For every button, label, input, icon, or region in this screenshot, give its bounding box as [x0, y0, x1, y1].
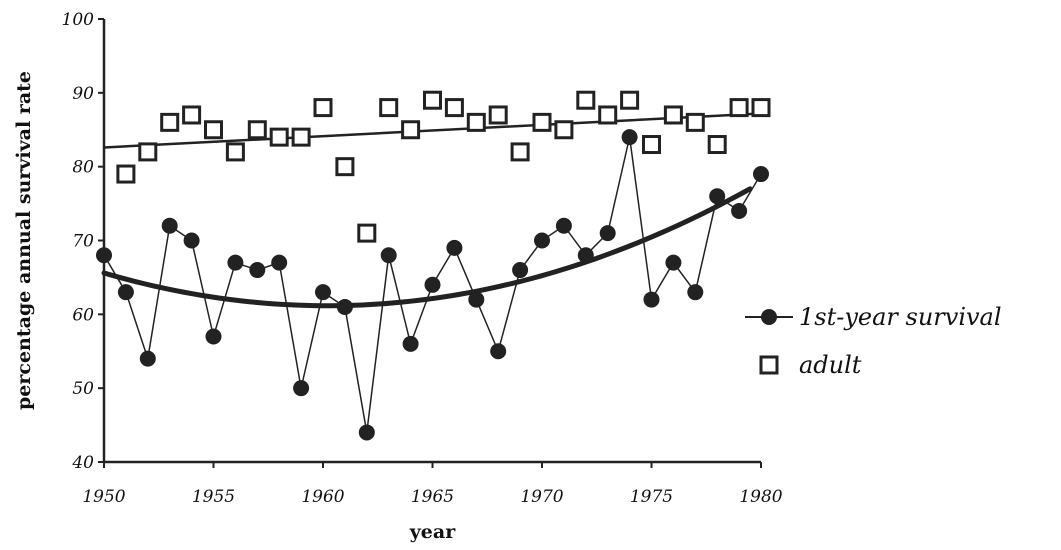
legend-label-adult: adult: [799, 351, 862, 379]
data-point-adult: [576, 90, 596, 110]
y-tick-label: 40: [71, 453, 94, 473]
data-point-adult: [488, 105, 508, 125]
y-axis-title: percentage annual survival rate: [13, 71, 35, 410]
data-point-adult: [532, 112, 552, 132]
data-point-1st-year: [731, 202, 748, 219]
data-point-adult: [335, 157, 355, 177]
data-point-1st-year: [621, 129, 638, 146]
data-point-1st-year: [577, 247, 594, 264]
data-point-1st-year: [183, 232, 200, 249]
data-point-adult: [204, 120, 223, 140]
data-point-1st-year: [446, 239, 463, 256]
data-point-adult: [729, 98, 749, 118]
data-point-1st-year: [424, 276, 441, 293]
data-point-adult: [707, 135, 727, 155]
data-point-1st-year: [687, 284, 704, 301]
data-point-adult: [182, 105, 202, 125]
y-tick-label: 60: [72, 305, 94, 325]
data-point-1st-year: [293, 380, 310, 397]
x-tick-label: 1955: [192, 487, 235, 507]
y-tick-label: 50: [72, 379, 94, 399]
data-point-1st-year: [643, 291, 660, 308]
data-point-1st-year: [512, 262, 529, 279]
data-point-adult: [663, 105, 683, 125]
legend-label-1st-year: 1st-year survival: [799, 303, 1002, 331]
data-point-1st-year: [490, 343, 507, 360]
data-point-1st-year: [709, 188, 726, 205]
data-point-1st-year: [249, 262, 266, 279]
data-point-adult: [554, 120, 574, 140]
data-point-adult: [751, 98, 771, 118]
x-tick-label: 1970: [520, 487, 563, 507]
data-point-1st-year: [534, 232, 550, 249]
data-point-1st-year: [468, 291, 485, 308]
data-point-adult: [466, 112, 486, 132]
data-point-adult: [423, 90, 442, 110]
legend-marker-adult: [759, 355, 779, 375]
data-point-1st-year: [139, 350, 156, 367]
y-tick-label: 80: [72, 158, 94, 178]
data-point-1st-year: [555, 217, 572, 234]
data-point-adult: [116, 164, 136, 184]
data-point-1st-year: [161, 217, 178, 234]
data-point-1st-year: [205, 328, 222, 345]
data-point-adult: [642, 135, 661, 155]
data-point-adult: [510, 142, 530, 162]
data-point-1st-year: [227, 254, 244, 271]
data-point-adult: [620, 90, 640, 110]
data-point-adult: [291, 127, 311, 147]
data-point-1st-year: [380, 247, 397, 264]
data-point-adult: [160, 112, 180, 132]
data-point-adult: [138, 142, 158, 162]
trendline-adult: [103, 112, 762, 149]
data-point-adult: [685, 112, 705, 132]
data-point-1st-year: [665, 254, 682, 271]
data-point-adult: [313, 98, 333, 118]
data-point-adult: [598, 105, 618, 125]
series-0: [96, 129, 769, 441]
series-1: [116, 90, 771, 243]
y-tick-label: 70: [72, 232, 94, 252]
legend: 1st-year survival adult: [745, 303, 1002, 379]
data-point-adult: [269, 127, 289, 147]
y-tick-label: 100: [62, 10, 95, 30]
x-tick-label: 1950: [82, 487, 125, 507]
x-tick-label: 1965: [411, 487, 454, 507]
data-point-1st-year: [402, 335, 419, 352]
legend-marker-1st-year: [761, 309, 777, 325]
data-point-1st-year: [358, 424, 375, 441]
x-tick-label: 1960: [301, 487, 344, 507]
data-point-adult: [225, 142, 245, 162]
series: [96, 90, 771, 441]
data-point-adult: [401, 120, 421, 140]
data-point-adult: [247, 120, 267, 140]
x-tick-label: 1975: [630, 487, 673, 507]
data-point-1st-year: [271, 254, 288, 271]
data-point-adult: [444, 98, 464, 118]
data-point-1st-year: [117, 284, 134, 301]
y-tick-label: 90: [72, 84, 94, 104]
data-point-1st-year: [599, 225, 616, 242]
data-point-1st-year: [96, 247, 112, 264]
axes: 40 50 60 70 80 90 100 1950 1955 1960 1965 1970 1975 1…: [62, 10, 783, 507]
x-tick-label: 1980: [739, 487, 782, 507]
data-point-1st-year: [336, 298, 353, 315]
data-point-1st-year: [315, 284, 331, 301]
data-point-adult: [379, 98, 399, 118]
data-point-1st-year: [753, 166, 769, 183]
data-point-adult: [357, 223, 377, 243]
x-axis-title: year: [409, 521, 456, 543]
